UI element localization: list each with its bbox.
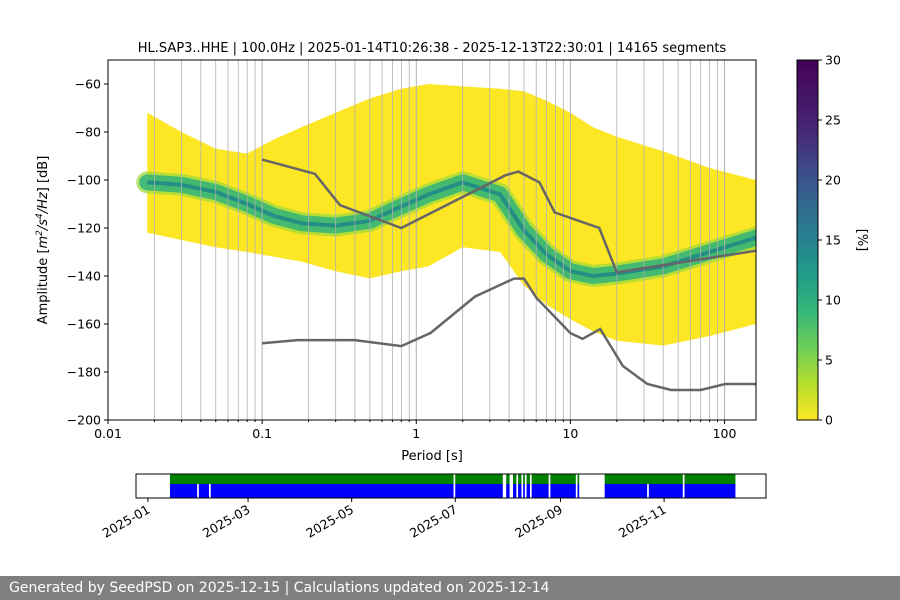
timeline-panel: 2025-01 2025-03 2025-05 2025-07 2025-09 2025-… bbox=[100, 473, 767, 541]
plot-frame bbox=[107, 59, 757, 421]
psd-plot-area bbox=[108, 60, 756, 420]
y-tick-label: −200 bbox=[67, 413, 101, 428]
data-coverage-segment bbox=[684, 474, 736, 484]
psd-mode-line bbox=[147, 180, 756, 278]
psd-coverage-segment bbox=[518, 484, 522, 498]
data-coverage-segment bbox=[550, 474, 576, 484]
psd-coverage-segment bbox=[210, 484, 454, 498]
psd-coverage-segment bbox=[198, 484, 210, 498]
data-coverage-segment bbox=[604, 474, 683, 484]
colorbar-label: [%] bbox=[854, 229, 869, 252]
y-tick-label: −160 bbox=[67, 317, 101, 332]
psd-coverage-segment bbox=[648, 484, 683, 498]
y-axis-label: Amplitude [m2/s4/Hz] [dB] bbox=[35, 156, 51, 325]
colorbar-tick-label: 30 bbox=[825, 53, 841, 68]
y-tick-label: −180 bbox=[67, 365, 101, 380]
x-tick-label: 100 bbox=[713, 426, 737, 441]
psd-figure: HL.SAP3..HHE | 100.0Hz | 2025-01-14T10:2… bbox=[35, 41, 869, 541]
colorbar-gradient bbox=[796, 59, 819, 421]
timeline-date-ticks: 2025-01 2025-03 2025-05 2025-07 2025-09 2025-… bbox=[100, 498, 669, 541]
date-tick-label: 2025-11 bbox=[616, 502, 669, 541]
date-tick-label: 2025-01 bbox=[100, 502, 153, 541]
psd-coverage-segment bbox=[684, 484, 736, 498]
psd-coverage-segment bbox=[506, 484, 510, 498]
psd-coverage-segment bbox=[455, 484, 503, 498]
x-tick-label: 0.1 bbox=[252, 426, 272, 441]
psd-coverage-segment bbox=[512, 484, 517, 498]
date-tick-label: 2025-05 bbox=[303, 502, 356, 541]
y-tick-label: −140 bbox=[67, 269, 101, 284]
x-grid bbox=[108, 60, 726, 420]
y-tick-label: −80 bbox=[75, 125, 101, 140]
psd-coverage-segment bbox=[523, 484, 525, 498]
data-coverage-segment bbox=[169, 474, 454, 484]
data-coverage-segment bbox=[518, 474, 522, 484]
x-tick-label: 10 bbox=[562, 426, 578, 441]
date-tick-label: 2025-03 bbox=[200, 502, 253, 541]
psd-heatmap bbox=[136, 84, 756, 346]
data-coverage-segment bbox=[531, 474, 549, 484]
y-tick-label: −100 bbox=[67, 173, 101, 188]
colorbar-tick-label: 5 bbox=[825, 353, 833, 368]
x-tick-label: 1 bbox=[412, 426, 420, 441]
colorbar-tick-label: 10 bbox=[825, 293, 841, 308]
colorbar-tick-label: 15 bbox=[825, 233, 841, 248]
x-axis-label: Period [s] bbox=[401, 449, 463, 464]
timeline-bars bbox=[169, 474, 736, 498]
y-ticks: −200 −180 −160 −140 −120 −100 −80 −60 bbox=[67, 77, 108, 428]
noise-models bbox=[261, 158, 756, 392]
colorbar-ticks: 0 5 10 15 20 25 30 bbox=[818, 53, 841, 428]
colorbar-tick-label: 25 bbox=[825, 113, 841, 128]
footer-bar: Generated by SeedPSD on 2025-12-15 | Cal… bbox=[0, 576, 900, 600]
psd-coverage-segment bbox=[604, 484, 648, 498]
data-coverage-segment bbox=[526, 474, 530, 484]
colorbar-tick-label: 20 bbox=[825, 173, 841, 188]
high-noise-model-line bbox=[261, 158, 756, 274]
date-tick-label: 2025-07 bbox=[407, 502, 460, 541]
data-coverage-segment bbox=[512, 474, 517, 484]
psd-coverage-segment bbox=[526, 484, 530, 498]
data-coverage-segment bbox=[523, 474, 525, 484]
colorbar-tick-label: 0 bbox=[825, 413, 833, 428]
date-tick-label: 2025-09 bbox=[512, 502, 565, 541]
psd-coverage-segment bbox=[169, 484, 198, 498]
footer-text: Generated by SeedPSD on 2025-12-15 | Cal… bbox=[9, 580, 550, 596]
data-coverage-segment bbox=[506, 474, 510, 484]
data-coverage-segment bbox=[455, 474, 503, 484]
psd-coverage-segment bbox=[531, 484, 549, 498]
psd-coverage-segment bbox=[550, 484, 576, 498]
data-coverage-segment bbox=[577, 474, 580, 484]
timeline-frame bbox=[135, 473, 767, 499]
low-noise-model-line bbox=[261, 277, 756, 392]
x-tick-label: 0.01 bbox=[94, 426, 122, 441]
y-tick-label: −120 bbox=[67, 221, 101, 236]
colorbar: 0 5 10 15 20 25 30 [%] bbox=[796, 53, 869, 428]
chart-title: HL.SAP3..HHE | 100.0Hz | 2025-01-14T10:2… bbox=[138, 41, 727, 56]
x-ticks: 0.01 0.1 1 10 100 bbox=[94, 420, 737, 441]
psd-coverage-segment bbox=[577, 484, 580, 498]
y-tick-label: −60 bbox=[75, 77, 101, 92]
